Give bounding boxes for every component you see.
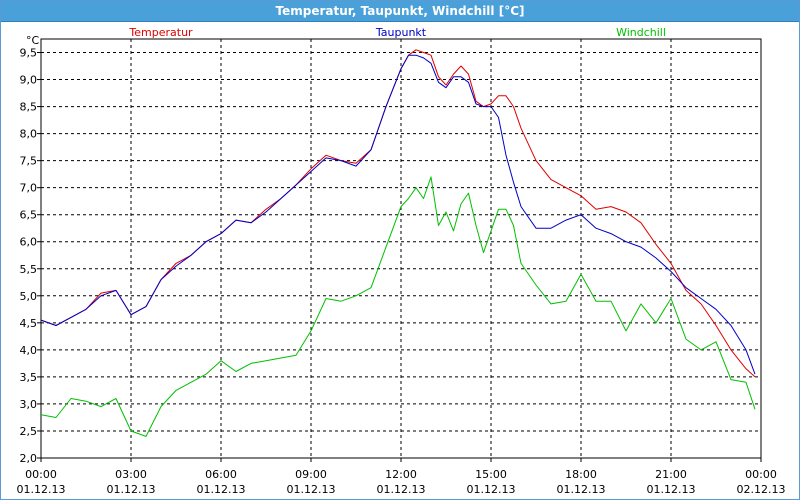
legend-item-taupunkt: Taupunkt	[375, 26, 427, 39]
y-tick-label: 4,0	[20, 344, 38, 357]
y-tick-label: 8,5	[20, 101, 38, 114]
y-tick-label: 2,5	[20, 425, 38, 438]
y-tick-label: 5,0	[20, 290, 38, 303]
x-tick-date: 01.12.13	[287, 483, 336, 496]
legend-item-windchill: Windchill	[616, 26, 666, 39]
x-tick-time: 15:00	[475, 468, 507, 481]
x-tick-date: 01.12.13	[467, 483, 516, 496]
x-tick-date: 01.12.13	[377, 483, 426, 496]
y-tick-label: 5,5	[20, 263, 38, 276]
series-lines	[40, 49, 756, 437]
y-tick-label: 6,0	[20, 236, 38, 249]
series-line-temperatur	[40, 49, 756, 378]
y-unit-label: °C	[26, 34, 40, 47]
x-tick-time: 00:00	[25, 468, 57, 481]
y-tick-label: 7,0	[20, 182, 38, 195]
y-tick-label: 3,5	[20, 371, 38, 384]
x-tick-time: 03:00	[115, 468, 147, 481]
y-tick-label: 8,0	[20, 128, 38, 141]
x-tick-time: 09:00	[295, 468, 327, 481]
x-tick-time: 06:00	[205, 468, 237, 481]
grid	[40, 39, 762, 459]
x-axis-ticks: 00:00 01.12.13 03:00 01.12.13 06:00 01.12.13 0…	[17, 458, 786, 496]
window-title: Temperatur, Taupunkt, Windchill [°C]	[1, 1, 799, 22]
x-tick-time: 18:00	[565, 468, 597, 481]
y-tick-label: 7,5	[20, 155, 38, 168]
x-tick-date: 01.12.13	[647, 483, 696, 496]
y-tick-label: 9,0	[20, 74, 38, 87]
x-tick-time: 00:00	[745, 468, 777, 481]
series-line-taupunkt	[40, 54, 756, 375]
x-tick-date: 02.12.13	[737, 483, 786, 496]
y-tick-label: 6,5	[20, 209, 38, 222]
y-tick-label: 9,5	[20, 47, 38, 60]
legend-item-temperatur: Temperatur	[128, 26, 193, 39]
y-tick-label: 3,0	[20, 398, 38, 411]
x-tick-date: 01.12.13	[17, 483, 66, 496]
x-tick-time: 12:00	[385, 468, 417, 481]
chart-area: 2,0 2,5 3,0 3,5 4,0 4,5 5,0 5,5 6,0 6,5 7,0 7,5 8,0 8…	[17, 26, 786, 496]
series-line-windchill	[40, 176, 756, 437]
y-tick-label: 4,5	[20, 317, 38, 330]
x-tick-date: 01.12.13	[557, 483, 606, 496]
legend: Temperatur Taupunkt Windchill	[128, 26, 666, 39]
x-tick-date: 01.12.13	[107, 483, 156, 496]
x-tick-time: 21:00	[655, 468, 687, 481]
y-axis-ticks: 2,0 2,5 3,0 3,5 4,0 4,5 5,0 5,5 6,0 6,5 7,0 7,5 8,0 8…	[20, 47, 41, 465]
x-tick-date: 01.12.13	[197, 483, 246, 496]
y-tick-label: 2,0	[20, 452, 38, 465]
